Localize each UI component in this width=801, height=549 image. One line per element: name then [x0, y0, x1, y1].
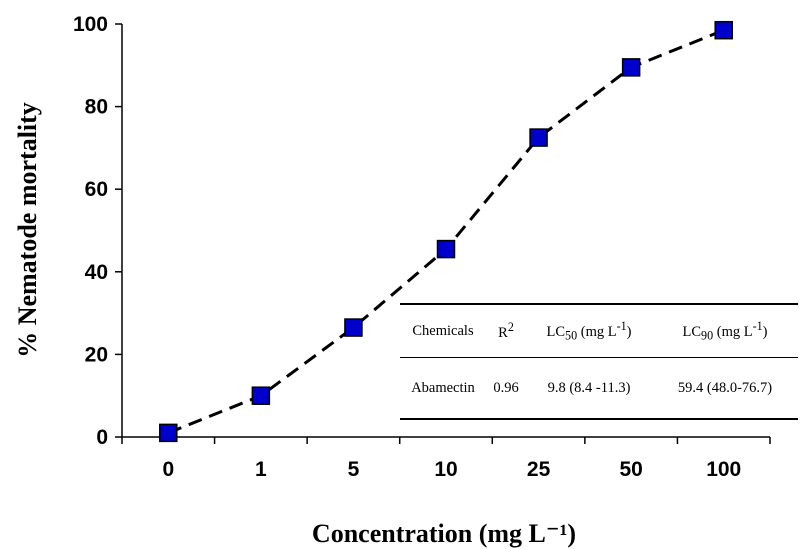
y-tick-label: 0: [96, 426, 108, 449]
x-tick-label: 25: [527, 458, 551, 481]
y-tick-label: 100: [73, 13, 108, 36]
x-axis-title: Concentration (mg L⁻¹): [312, 519, 576, 548]
cell-r2: 0.96: [493, 379, 519, 396]
y-tick-label: 40: [85, 261, 108, 284]
data-point-marker: [714, 20, 733, 40]
series-markers: [159, 20, 733, 443]
header-chemicals: Chemicals: [412, 322, 474, 339]
cell-chemical: Abamectin: [411, 379, 475, 396]
header-lc90: LC90 (mg L-1): [682, 318, 768, 343]
y-axis-ticks: 0 20 40 60 80 100: [73, 13, 122, 449]
data-point-marker: [529, 128, 548, 147]
header-r2: R2: [498, 320, 514, 341]
data-point-marker: [159, 423, 178, 443]
x-tick-label: 0: [162, 458, 174, 481]
cell-lc50: 9.8 (8.4 -11.3): [547, 379, 631, 396]
y-tick-label: 60: [85, 178, 108, 201]
data-point-marker: [344, 318, 363, 337]
x-axis-ticks: 0 1 5 10 25 50 100: [121, 437, 771, 481]
lc-statistics-table: Chemicals R2 LC50 (mg L-1) LC90 (mg L-1)…: [400, 303, 798, 420]
y-tick-label: 20: [85, 343, 108, 366]
data-point-marker: [251, 386, 271, 405]
x-tick-label: 100: [706, 458, 741, 481]
x-tick-label: 5: [348, 458, 360, 481]
y-tick-label: 80: [85, 96, 108, 119]
y-axis-title: % Nematode mortality: [13, 102, 42, 358]
data-point-marker: [621, 58, 641, 77]
data-point-marker: [436, 239, 456, 259]
x-tick-label: 50: [619, 458, 642, 481]
header-lc50: LC50 (mg L-1): [546, 318, 632, 343]
x-tick-label: 1: [255, 458, 267, 481]
cell-lc90: 59.4 (48.0-76.7): [677, 379, 773, 396]
table-header-row: Chemicals R2 LC50 (mg L-1) LC90 (mg L-1): [400, 304, 798, 358]
table-row: Abamectin 0.96 9.8 (8.4 -11.3) 59.4 (48.…: [400, 358, 798, 419]
x-tick-label: 10: [434, 458, 457, 481]
